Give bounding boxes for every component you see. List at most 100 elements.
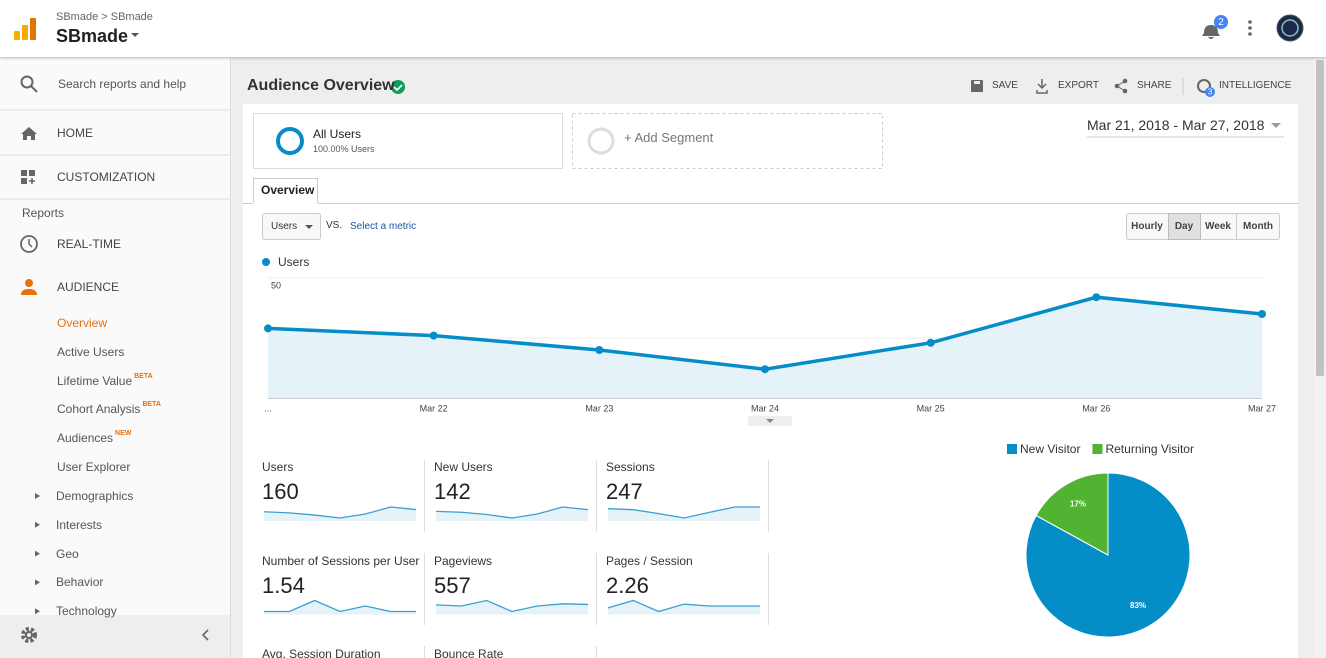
- sidebar: [0, 58, 231, 658]
- segment-ring: [276, 127, 304, 155]
- metric-value: 1.54: [262, 572, 305, 598]
- intelligence-icon[interactable]: [1197, 79, 1211, 93]
- point: [429, 331, 438, 340]
- home-icon: [21, 127, 37, 140]
- select-metric-link[interactable]: Select a metric: [350, 221, 417, 232]
- metric-value: 247: [606, 479, 643, 504]
- metric-select-label[interactable]: Users: [271, 221, 298, 232]
- x-tick-label: Mar 24: [751, 403, 779, 413]
- metric-label: Users: [262, 460, 294, 474]
- top-bar: [0, 0, 1326, 57]
- nav-group[interactable]: Geo: [56, 546, 79, 561]
- menu-icon: [1248, 32, 1252, 36]
- nav-item[interactable]: AUDIENCE: [57, 280, 120, 294]
- nav-subitem[interactable]: Lifetime Value: [57, 373, 133, 388]
- metric-label: Pages / Session: [606, 553, 693, 568]
- x-tick-label: Mar 26: [1082, 403, 1110, 413]
- segment-share: 100.00% Users: [313, 144, 375, 154]
- breadcrumb[interactable]: SBmade > SBmade: [56, 11, 153, 23]
- customization-icon: [21, 178, 27, 184]
- nav-badge: BETA: [142, 401, 161, 409]
- date-range[interactable]: Mar 21, 2018 - Mar 27, 2018: [1087, 117, 1265, 133]
- segment-card[interactable]: [253, 113, 563, 169]
- expand-arrow: [35, 579, 40, 586]
- page-title: Audience Overview: [247, 77, 395, 94]
- legend-label: Returning Visitor: [1105, 442, 1194, 456]
- legend-marker: [262, 258, 270, 266]
- sparkline-area: [608, 507, 760, 521]
- action-button[interactable]: EXPORT: [1058, 80, 1099, 91]
- tab[interactable]: Overview: [261, 183, 315, 197]
- granularity-button[interactable]: Hourly: [1131, 221, 1163, 232]
- sparkline-area: [608, 600, 760, 615]
- date-dropdown[interactable]: [1271, 123, 1281, 128]
- metric-value: 557: [434, 572, 471, 598]
- segment-name[interactable]: All Users: [313, 127, 362, 141]
- settings-icon[interactable]: [21, 627, 37, 643]
- point: [595, 346, 604, 354]
- nav-item[interactable]: CUSTOMIZATION: [57, 170, 156, 184]
- menu-icon[interactable]: [1248, 20, 1252, 24]
- customization-icon: [21, 170, 27, 176]
- slice-label: 17%: [1070, 499, 1086, 508]
- audience-icon: [21, 289, 37, 295]
- point: [926, 338, 935, 347]
- add-segment[interactable]: + Add Segment: [624, 130, 714, 145]
- verified-icon: [393, 84, 403, 92]
- sidebar-footer: [0, 615, 230, 658]
- vs-label: VS.: [326, 220, 343, 231]
- granularity-group: [1126, 213, 1280, 240]
- section-label: Reports: [22, 206, 65, 220]
- action-button[interactable]: INTELLIGENCE: [1219, 80, 1292, 91]
- sparkline-area: [264, 600, 416, 615]
- property-dropdown[interactable]: [131, 33, 139, 37]
- logo: [30, 18, 36, 40]
- customization-icon: [29, 178, 35, 184]
- notification-count: 2: [1218, 17, 1224, 28]
- nav-group[interactable]: Technology: [56, 604, 117, 619]
- metric-label: Avg. Session Duration: [262, 647, 381, 658]
- action-button[interactable]: SHARE: [1137, 80, 1172, 91]
- granularity-button[interactable]: Month: [1243, 221, 1273, 232]
- nav-subitem[interactable]: Overview: [57, 316, 108, 330]
- pie-slice: [1035, 472, 1109, 556]
- intelligence-badge-count: 3: [1208, 88, 1213, 97]
- clock-icon: [28, 239, 33, 248]
- notification-badge: [1214, 15, 1228, 29]
- sparkline-area: [264, 507, 416, 521]
- scrollbar-thumb[interactable]: [1316, 60, 1324, 376]
- share-icon: [1116, 80, 1126, 92]
- notifications-icon[interactable]: [1202, 25, 1220, 39]
- action-button[interactable]: SAVE: [992, 80, 1018, 91]
- nav-subitem[interactable]: Cohort Analysis: [57, 402, 141, 417]
- property-name[interactable]: SBmade: [56, 26, 129, 46]
- expand-arrow: [35, 493, 40, 499]
- nav-subitem[interactable]: Active Users: [57, 344, 125, 359]
- legend-label: New Visitor: [1020, 442, 1081, 456]
- nav-group[interactable]: Behavior: [56, 575, 104, 590]
- search-icon[interactable]: [20, 75, 34, 89]
- segment-ring: [587, 127, 615, 155]
- area: [268, 297, 1262, 398]
- add-segment-card[interactable]: [572, 113, 883, 169]
- collapse-icon[interactable]: [201, 629, 209, 641]
- metric-select[interactable]: [262, 213, 321, 240]
- nav-item[interactable]: REAL-TIME: [57, 237, 122, 251]
- export-icon[interactable]: [1036, 79, 1048, 94]
- avatar[interactable]: [1276, 14, 1304, 42]
- granularity-button[interactable]: Day: [1174, 221, 1194, 232]
- x-tick-label: Mar 23: [585, 403, 613, 413]
- nav-subitem[interactable]: User Explorer: [57, 460, 131, 474]
- nav-group[interactable]: Demographics: [56, 489, 134, 503]
- x-tick-label: Mar 27: [1248, 403, 1276, 413]
- granularity-button[interactable]: Week: [1205, 221, 1231, 232]
- sparkline: [263, 506, 417, 519]
- search-input[interactable]: Search reports and help: [58, 77, 187, 91]
- nav-group[interactable]: Interests: [56, 517, 103, 532]
- nav-item[interactable]: HOME: [57, 126, 93, 140]
- search-icon: [30, 85, 38, 93]
- nav-subitem[interactable]: Audiences: [57, 431, 114, 446]
